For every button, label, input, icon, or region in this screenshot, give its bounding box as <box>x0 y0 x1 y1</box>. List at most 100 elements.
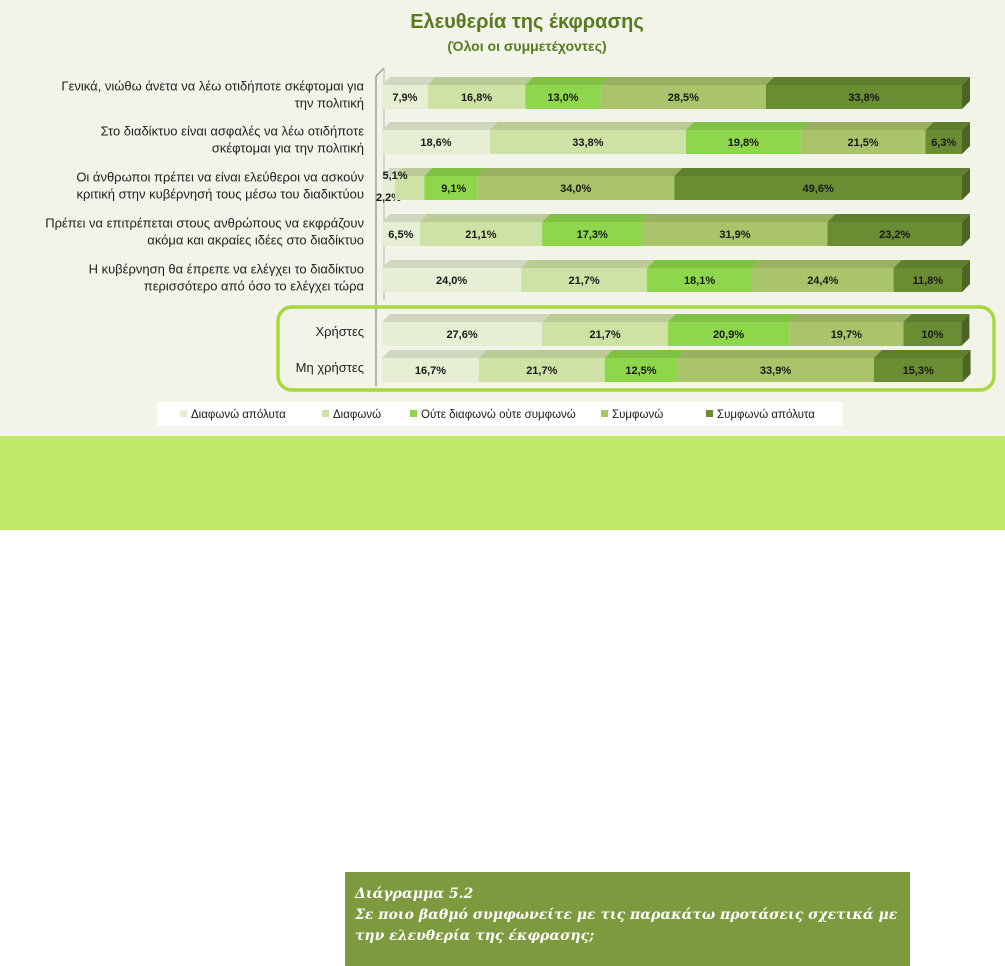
category-label: Η κυβέρνηση θα έπρεπε να ελέγχει το διαδ… <box>89 262 365 294</box>
bar-segment-top <box>478 350 613 358</box>
data-label: 33,9% <box>760 365 791 377</box>
category-label: Οι άνθρωποι πρέπει να είναι ελεύθεροι να… <box>76 170 364 202</box>
data-label: 12,5% <box>625 365 656 377</box>
category-label-line: Γενικά, νιώθω άνετα να λέω οτιδήποτε σκέ… <box>61 79 364 94</box>
data-label: 10% <box>921 329 943 341</box>
bar-segment <box>382 268 522 292</box>
data-label: 16,8% <box>461 92 492 104</box>
bar-segment-side <box>962 214 970 246</box>
data-label: 13,0% <box>547 92 578 104</box>
bar-segment-top <box>667 314 798 322</box>
data-label: 18,6% <box>420 137 451 149</box>
data-label: 24,0% <box>436 275 467 287</box>
bar-segment <box>604 358 678 382</box>
data-label: 21,7% <box>589 329 620 341</box>
legend-item: Συμφωνώ <box>601 409 663 421</box>
bar-segment-top <box>674 168 970 176</box>
category-label-line: την πολιτική <box>295 96 364 111</box>
bar-row: 6,5% 21,1% 17,3% 31,9% 23,2% <box>382 214 970 246</box>
axis-line-top <box>375 67 385 77</box>
bar-segment-top <box>800 122 934 130</box>
bar-segment <box>647 268 753 292</box>
bar-segment-top <box>893 260 970 268</box>
bar-segment-top <box>765 77 970 85</box>
data-label: 34,0% <box>560 183 591 195</box>
bar-row: 7,9% 16,8% 13,0% 28,5% 33,8% <box>382 77 970 109</box>
bar-row: 2,2%5,1%9,1% 34,0% 49,6% <box>376 168 970 204</box>
data-label: 16,7% <box>415 365 446 377</box>
bar-segment-top <box>489 122 694 130</box>
bar-segment <box>394 176 425 200</box>
legend-box <box>157 402 842 426</box>
bar-segment-top <box>642 214 836 222</box>
bar-segment <box>424 176 478 200</box>
data-label: 23,2% <box>879 229 910 241</box>
chart-title: Ελευθερία της έκφρασης <box>410 11 644 33</box>
bar-segment <box>893 268 962 292</box>
bar-segment <box>642 222 828 246</box>
bar-segment-top <box>685 122 809 130</box>
category-label-line: περισσότερο από όσο το ελέγχει τώρα <box>144 279 365 294</box>
bar-segment-top <box>827 214 970 222</box>
chart-subtitle: (Όλοι οι συμμετέχοντες) <box>447 38 606 54</box>
bar-segment-top <box>647 260 761 268</box>
legend-label: Διαφωνώ <box>333 409 381 421</box>
category-label: Γενικά, νιώθω άνετα να λέω οτιδήποτε σκέ… <box>61 79 364 111</box>
bar-segment <box>873 358 963 382</box>
bar-segment-side <box>962 350 971 382</box>
bar-segment <box>800 130 926 154</box>
bar-segment-top <box>903 314 970 322</box>
stacked-bar-chart: Ελευθερία της έκφρασης (Όλοι οι συμμετέχ… <box>45 11 996 426</box>
data-label: 21,7% <box>526 365 557 377</box>
bar-segment-top <box>542 314 676 322</box>
bar-segment <box>382 322 543 346</box>
data-label: 5,1% <box>382 170 407 182</box>
bar-segment-top <box>604 350 686 358</box>
legend-label: Ούτε διαφωνώ ούτε συμφωνώ <box>421 409 576 421</box>
data-label: 18,1% <box>684 275 715 287</box>
data-label: 21,7% <box>569 275 600 287</box>
bar-segment <box>765 85 962 109</box>
data-label: 19,8% <box>728 137 759 149</box>
data-label: 21,1% <box>465 229 496 241</box>
data-label: 15,3% <box>903 365 934 377</box>
bar-segment <box>477 176 675 200</box>
bar-segment-side <box>962 122 970 154</box>
data-label: 27,6% <box>446 329 477 341</box>
data-label: 11,8% <box>912 275 943 287</box>
legend-label: Συμφωνώ <box>612 409 663 421</box>
category-label-line: Οι άνθρωποι πρέπει να είναι ελεύθεροι να… <box>76 170 364 185</box>
bar-segment <box>542 322 668 346</box>
bar-segment-top <box>525 77 609 85</box>
footer-band: Διάγραμμα 5.2 Σε ποιο βαθμό συμφωνείτε μ… <box>0 436 1005 966</box>
legend-label: Διαφωνώ απόλυτα <box>191 409 286 421</box>
category-label-line: Στο διαδίκτυο είναι ασφαλές να λέω οτιδή… <box>101 124 365 139</box>
data-label: 6,5% <box>388 229 413 241</box>
bar-segment-top <box>382 314 551 322</box>
data-label: 33,8% <box>848 92 879 104</box>
category-label-line: Μη χρήστες <box>296 360 364 375</box>
category-label: Μη χρήστες <box>296 360 364 375</box>
bars: 7,9% 16,8% 13,0% 28,5% 33,8% 18,6% 33,8% 19,8% 2… <box>376 77 971 382</box>
data-label: 19,7% <box>831 329 862 341</box>
bar-segment-top <box>677 350 882 358</box>
data-label: 49,6% <box>803 183 834 195</box>
data-label: 28,5% <box>668 92 699 104</box>
data-label: 17,3% <box>577 229 608 241</box>
highlight-box <box>276 305 996 392</box>
caption-number: Διάγραμμα 5.2 <box>355 886 474 902</box>
category-label-line: Πρέπει να επιτρέπεται στους ανθρώπους να… <box>45 216 364 231</box>
data-label: 21,5% <box>848 137 879 149</box>
category-label: Στο διαδίκτυο είναι ασφαλές να λέω οτιδή… <box>101 124 365 156</box>
bar-row: 18,6% 33,8% 19,8% 21,5% 6,3% <box>382 122 970 154</box>
category-label: Πρέπει να επιτρέπεται στους ανθρώπους να… <box>45 216 364 248</box>
bar-segment <box>827 222 962 246</box>
bar-segment-top <box>789 314 912 322</box>
data-label: 7,9% <box>392 92 417 104</box>
category-label: Χρήστες <box>315 324 364 339</box>
data-label: 6,3% <box>931 137 956 149</box>
data-label: 31,9% <box>719 229 750 241</box>
bar-segment <box>427 85 526 109</box>
legend: Διαφωνώ απόλυτα Διαφωνώ Ούτε διαφωνώ ούτε … <box>157 402 842 426</box>
